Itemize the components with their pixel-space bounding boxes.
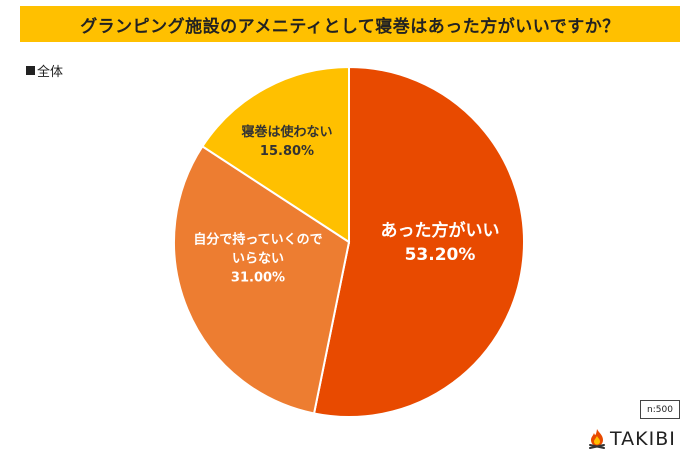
- chart-title: グランピング施設のアメニティとして寝巻はあった方がいいですか？: [80, 16, 620, 37]
- pie-slice-2: [173, 144, 351, 415]
- slice-1-name-line-1: あった方がいい: [381, 220, 500, 241]
- slice-2-name-line-2: いらない: [232, 252, 284, 267]
- brand-logo: TAKIBI: [588, 428, 676, 450]
- slice-3-percent: 15.80%: [260, 144, 314, 159]
- slice-label-1: あった方がいい 53.20%: [381, 220, 500, 265]
- slice-2-name-line-1: 自分で持っていくので: [193, 232, 322, 248]
- slice-2-percent: 31.00%: [231, 271, 285, 286]
- pie-slice-3: [201, 65, 350, 244]
- sample-size-box: n:500: [640, 400, 680, 419]
- campfire-icon: [589, 429, 605, 449]
- slice-label-3: 寝巻は使わない 15.80%: [241, 124, 332, 159]
- legend: 全体: [26, 61, 63, 80]
- slice-1-percent: 53.20%: [405, 245, 476, 265]
- pie-slice-1: [312, 65, 525, 418]
- legend-label: 全体: [37, 65, 64, 80]
- legend-square-icon: [26, 66, 35, 75]
- slice-3-name-line-1: 寝巻は使わない: [241, 124, 332, 140]
- sample-size-label: n:500: [647, 404, 673, 415]
- brand-name: TAKIBI: [610, 428, 676, 450]
- title-banner: グランピング施設のアメニティとして寝巻はあった方がいいですか？: [20, 6, 680, 42]
